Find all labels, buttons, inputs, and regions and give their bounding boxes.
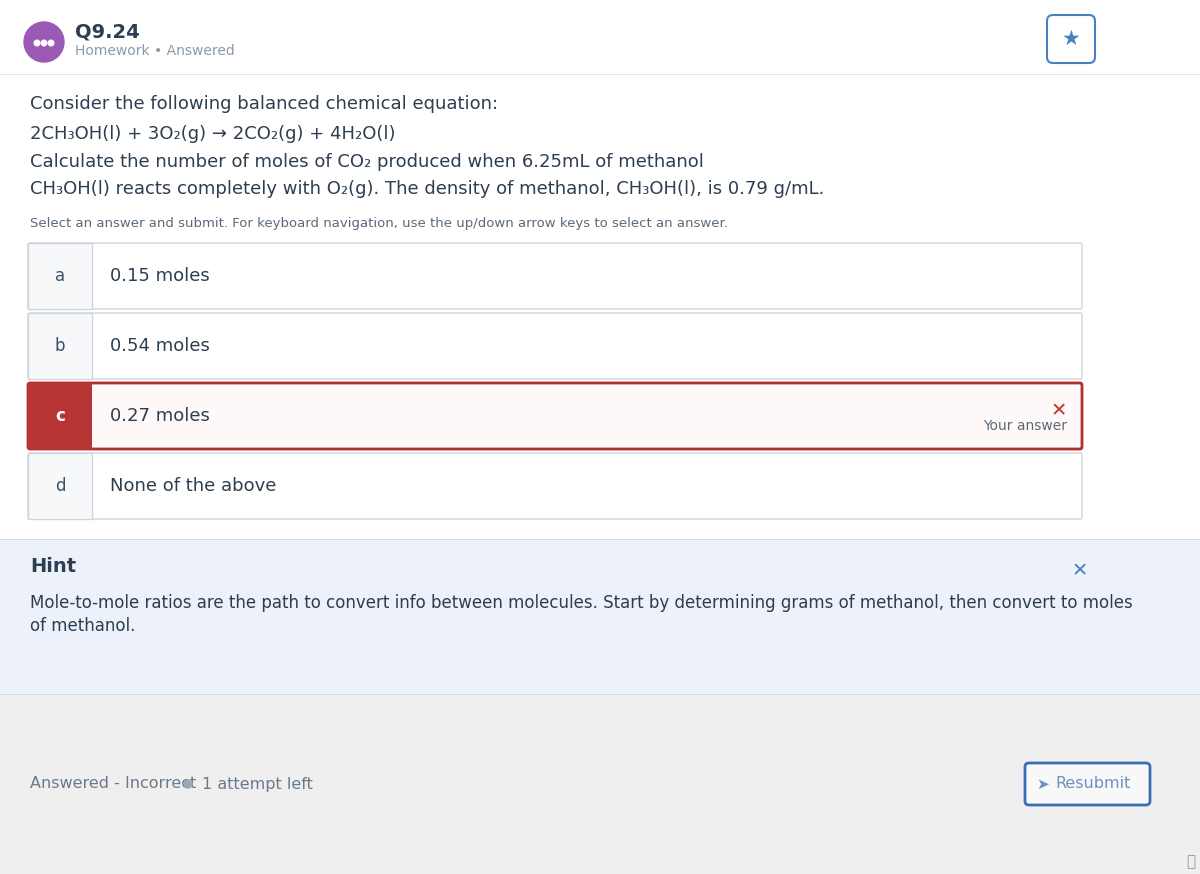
- Text: ✕: ✕: [1072, 561, 1088, 580]
- Text: None of the above: None of the above: [110, 477, 276, 495]
- Bar: [28, 313, 92, 379]
- Bar: [28, 383, 92, 449]
- Text: CH₃OH(l) reacts completely with O₂(g). The density of methanol, CH₃OH(l), is 0.7: CH₃OH(l) reacts completely with O₂(g). T…: [30, 180, 824, 198]
- Text: 0.15 moles: 0.15 moles: [110, 267, 210, 285]
- Bar: [0, 694, 1200, 874]
- Circle shape: [48, 40, 54, 45]
- Bar: [28, 243, 92, 309]
- Text: of methanol.: of methanol.: [30, 617, 136, 635]
- Text: d: d: [55, 477, 65, 495]
- FancyBboxPatch shape: [28, 243, 1082, 309]
- Circle shape: [24, 22, 64, 62]
- Text: Select an answer and submit. For keyboard navigation, use the up/down arrow keys: Select an answer and submit. For keyboar…: [30, 217, 728, 230]
- FancyBboxPatch shape: [28, 453, 1082, 519]
- Text: a: a: [55, 267, 65, 285]
- Text: Hint: Hint: [30, 557, 76, 576]
- FancyBboxPatch shape: [28, 383, 1082, 449]
- Circle shape: [35, 40, 40, 45]
- Circle shape: [41, 40, 47, 45]
- Text: Homework • Answered: Homework • Answered: [74, 44, 235, 58]
- Text: Your answer: Your answer: [983, 419, 1067, 433]
- Text: Q9.24: Q9.24: [74, 22, 139, 41]
- Text: Answered - Incorrect: Answered - Incorrect: [30, 776, 197, 792]
- Text: 0.27 moles: 0.27 moles: [110, 407, 210, 425]
- Text: c: c: [55, 407, 65, 425]
- Text: 0.54 moles: 0.54 moles: [110, 337, 210, 355]
- Text: Consider the following balanced chemical equation:: Consider the following balanced chemical…: [30, 95, 498, 113]
- FancyBboxPatch shape: [1046, 15, 1096, 63]
- Text: 1 attempt left: 1 attempt left: [202, 776, 313, 792]
- FancyBboxPatch shape: [28, 313, 1082, 379]
- FancyBboxPatch shape: [1025, 763, 1150, 805]
- Bar: [0, 74, 1200, 75]
- Text: Calculate the number of moles of CO₂ produced when 6.25mL of methanol: Calculate the number of moles of CO₂ pro…: [30, 153, 704, 171]
- Text: Mole-to-mole ratios are the path to convert info between molecules. Start by det: Mole-to-mole ratios are the path to conv…: [30, 594, 1133, 612]
- Text: ★: ★: [1062, 29, 1080, 49]
- Bar: [0, 539, 1200, 540]
- Text: b: b: [55, 337, 65, 355]
- Bar: [0, 694, 1200, 695]
- Bar: [28, 453, 92, 519]
- Text: Resubmit: Resubmit: [1055, 776, 1130, 792]
- Bar: [0, 539, 1200, 694]
- Circle shape: [184, 780, 192, 788]
- Text: 2CH₃OH(l) + 3O₂(g) → 2CO₂(g) + 4H₂O(l): 2CH₃OH(l) + 3O₂(g) → 2CO₂(g) + 4H₂O(l): [30, 125, 396, 143]
- Text: ⤢: ⤢: [1186, 854, 1195, 869]
- Text: ➤: ➤: [1037, 776, 1049, 792]
- Text: ✕: ✕: [1051, 401, 1067, 420]
